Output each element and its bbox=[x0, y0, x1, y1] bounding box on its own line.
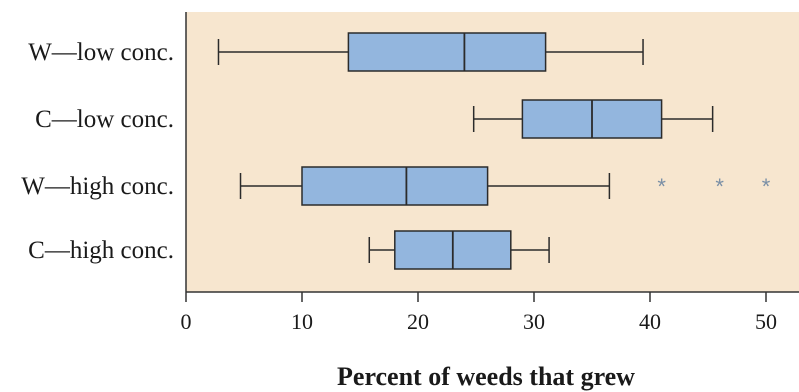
outlier-marker: * bbox=[715, 174, 724, 199]
x-axis-title: Percent of weeds that grew bbox=[337, 362, 635, 391]
boxes-layer: * * * bbox=[217, 32, 771, 270]
category-label: C—low conc. bbox=[35, 106, 174, 133]
x-tick-label: 50 bbox=[755, 309, 777, 334]
x-tick-label: 20 bbox=[407, 309, 429, 334]
x-tick-label: 30 bbox=[523, 309, 545, 334]
x-tick-label: 40 bbox=[639, 309, 661, 334]
x-tick-label: 10 bbox=[291, 309, 313, 334]
x-axis-ticks: 0 10 20 30 40 50 bbox=[181, 292, 777, 334]
category-label: W—low conc. bbox=[28, 39, 174, 66]
box-group bbox=[217, 32, 644, 72]
box-group: * * * bbox=[239, 166, 771, 206]
x-tick-label: 0 bbox=[181, 309, 192, 334]
category-label: C—high conc. bbox=[28, 237, 174, 264]
iqr-box bbox=[347, 32, 547, 72]
box-group bbox=[368, 230, 550, 270]
category-labels: W—low conc. C—low conc. W—high conc. C—high… bbox=[21, 39, 174, 264]
category-label: W—high conc. bbox=[21, 173, 174, 200]
outlier-marker: * bbox=[657, 174, 666, 199]
box-group bbox=[472, 99, 714, 139]
iqr-box bbox=[301, 166, 489, 206]
outlier-marker: * bbox=[762, 174, 771, 199]
